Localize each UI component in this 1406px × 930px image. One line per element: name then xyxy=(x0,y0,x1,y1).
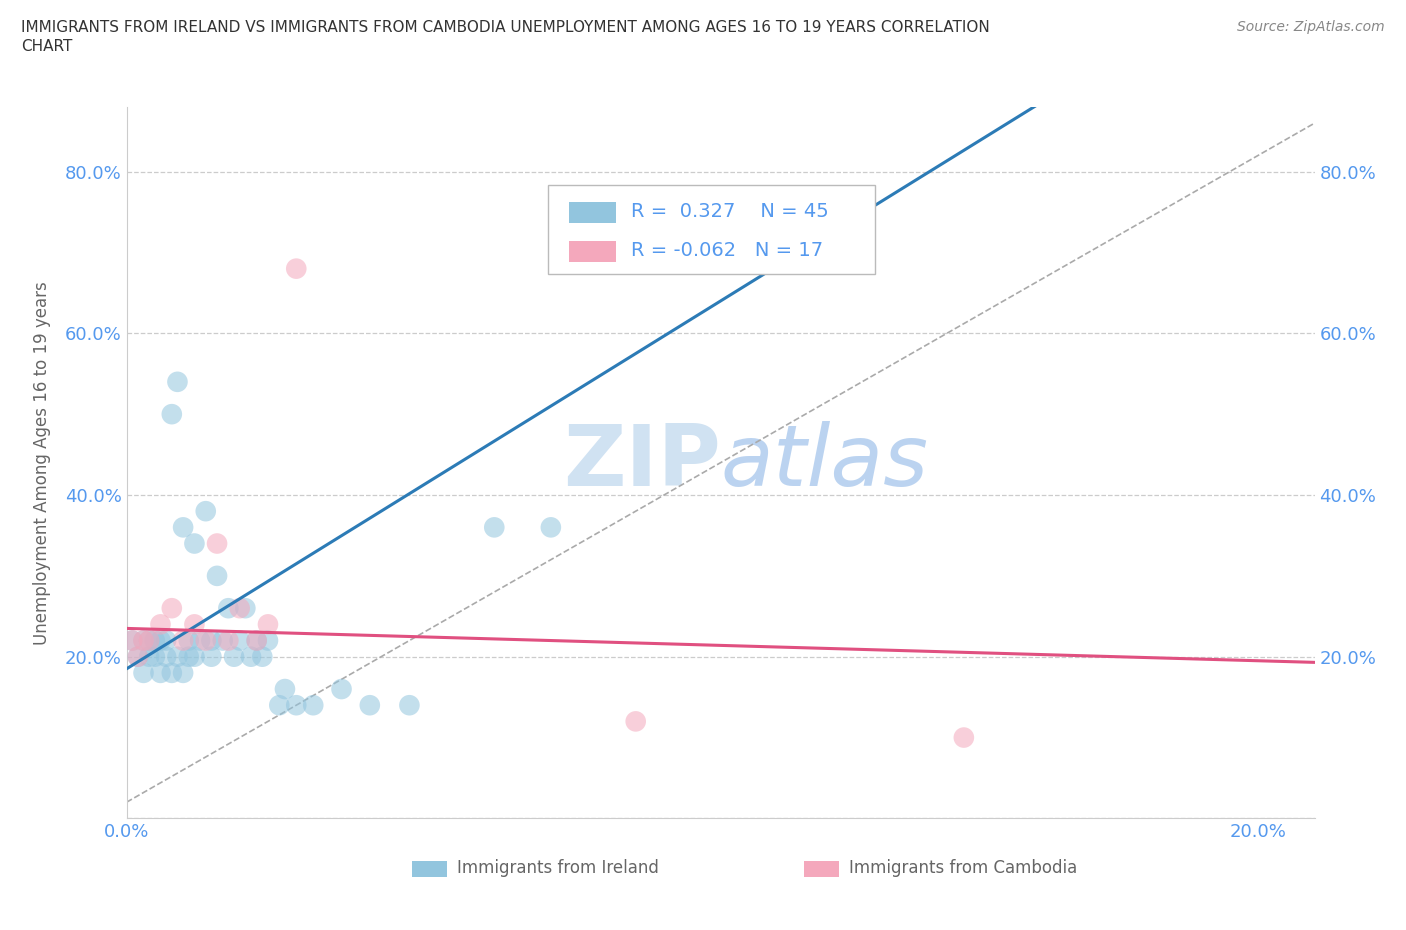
Point xyxy=(177,649,200,664)
Point xyxy=(166,375,188,390)
Point xyxy=(624,714,647,729)
Point xyxy=(252,649,274,664)
Point xyxy=(127,649,149,664)
Bar xyxy=(568,202,616,223)
Point xyxy=(138,649,160,664)
Point xyxy=(149,633,172,648)
Point xyxy=(302,698,325,712)
Point xyxy=(183,649,205,664)
Point xyxy=(240,649,263,664)
FancyBboxPatch shape xyxy=(548,185,875,274)
Point xyxy=(172,666,194,681)
Text: CHART: CHART xyxy=(21,39,73,54)
Point xyxy=(484,520,506,535)
Bar xyxy=(568,241,616,262)
Point xyxy=(228,633,250,648)
Point xyxy=(194,504,217,519)
Bar xyxy=(804,861,839,877)
Point xyxy=(257,617,280,631)
Point xyxy=(138,633,160,648)
Point xyxy=(160,601,183,616)
Point xyxy=(246,633,269,648)
Point xyxy=(132,633,155,648)
Point xyxy=(205,536,228,551)
Text: IMMIGRANTS FROM IRELAND VS IMMIGRANTS FROM CAMBODIA UNEMPLOYMENT AMONG AGES 16 T: IMMIGRANTS FROM IRELAND VS IMMIGRANTS FR… xyxy=(21,20,990,35)
Point xyxy=(188,633,211,648)
Point xyxy=(143,649,166,664)
Point xyxy=(183,536,205,551)
Point xyxy=(274,682,297,697)
Point xyxy=(205,568,228,583)
Point xyxy=(172,520,194,535)
Text: R = -0.062   N = 17: R = -0.062 N = 17 xyxy=(631,241,824,260)
Point xyxy=(121,633,143,648)
Point xyxy=(217,633,239,648)
Point xyxy=(246,633,269,648)
Point xyxy=(540,520,562,535)
Point xyxy=(149,666,172,681)
Point xyxy=(285,698,308,712)
Text: atlas: atlas xyxy=(721,421,928,504)
Point xyxy=(132,666,155,681)
Point xyxy=(160,666,183,681)
Point xyxy=(200,649,222,664)
Point xyxy=(132,633,155,648)
Point xyxy=(228,601,250,616)
Point xyxy=(138,633,160,648)
Point xyxy=(285,261,308,276)
Point xyxy=(953,730,976,745)
Point xyxy=(222,649,245,664)
Point xyxy=(330,682,353,697)
Point xyxy=(172,633,194,648)
Point xyxy=(269,698,291,712)
Point xyxy=(183,617,205,631)
Point xyxy=(166,649,188,664)
Point xyxy=(143,633,166,648)
Point xyxy=(398,698,420,712)
Point xyxy=(233,601,257,616)
Point xyxy=(194,633,217,648)
Point xyxy=(200,633,222,648)
Text: Source: ZipAtlas.com: Source: ZipAtlas.com xyxy=(1237,20,1385,34)
Point xyxy=(211,633,233,648)
Point xyxy=(177,633,200,648)
Text: R =  0.327    N = 45: R = 0.327 N = 45 xyxy=(631,202,830,221)
Text: ZIP: ZIP xyxy=(562,421,721,504)
Text: Immigrants from Cambodia: Immigrants from Cambodia xyxy=(849,859,1077,877)
Point xyxy=(155,633,177,648)
Point xyxy=(155,649,177,664)
Text: Immigrants from Ireland: Immigrants from Ireland xyxy=(457,859,658,877)
Point xyxy=(127,649,149,664)
Point xyxy=(121,633,143,648)
Point xyxy=(149,617,172,631)
Point xyxy=(257,633,280,648)
Point xyxy=(217,601,239,616)
Point xyxy=(160,406,183,421)
Bar xyxy=(412,861,447,877)
Y-axis label: Unemployment Among Ages 16 to 19 years: Unemployment Among Ages 16 to 19 years xyxy=(32,281,51,644)
Point xyxy=(359,698,381,712)
